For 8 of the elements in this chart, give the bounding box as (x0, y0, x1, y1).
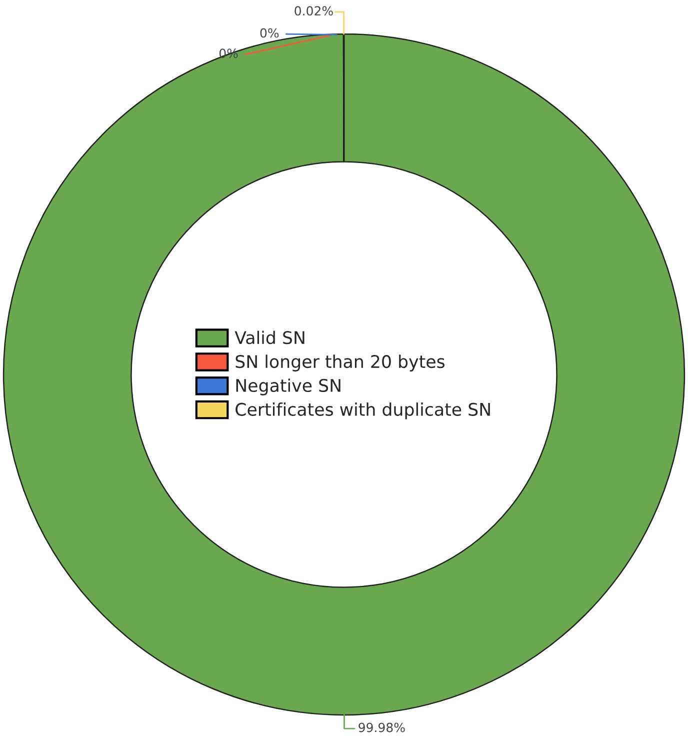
legend-label: Negative SN (236, 378, 340, 396)
text: 0% (260, 28, 279, 38)
legend-label: SN longer than 20 bytes (236, 354, 444, 372)
text: 0% (219, 48, 238, 58)
data-label: 99.98% (358, 722, 405, 732)
legend-label: Valid SN (234, 330, 304, 344)
legend-label: Certificates with duplicate SN (236, 402, 490, 420)
data-label: 0.02% (294, 6, 333, 16)
